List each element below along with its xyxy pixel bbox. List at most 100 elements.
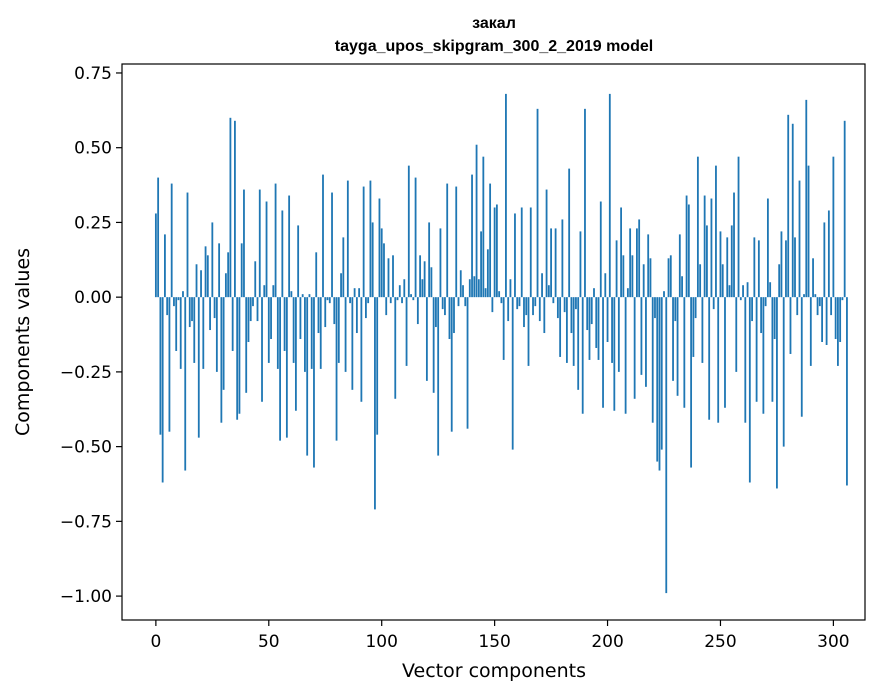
bar (638, 219, 641, 298)
bar (830, 297, 833, 316)
bar (706, 225, 708, 298)
bar (565, 297, 568, 363)
bar (744, 297, 747, 423)
bar (832, 156, 835, 298)
bar (290, 291, 293, 298)
bar (383, 243, 385, 298)
bar (733, 192, 735, 298)
bar (297, 225, 300, 298)
bar (579, 231, 582, 298)
y-tick-label: −1.00 (60, 587, 112, 607)
x-tick-label: 50 (258, 632, 280, 652)
bar (475, 144, 478, 298)
bar (712, 297, 715, 310)
y-tick-label: 0.25 (74, 213, 112, 233)
bar (276, 297, 279, 369)
bar (755, 297, 758, 402)
bar (385, 297, 388, 316)
bar (730, 225, 733, 298)
bar (331, 192, 333, 298)
bar (771, 297, 774, 402)
bar (516, 297, 519, 310)
bar (468, 279, 471, 298)
bar (599, 201, 602, 298)
x-axis-label: Vector components (402, 660, 586, 682)
bar (394, 297, 397, 399)
bar (274, 183, 277, 298)
bar (541, 273, 543, 298)
bar (322, 174, 324, 298)
bar (380, 228, 383, 298)
bar (416, 297, 419, 325)
bar (186, 192, 189, 298)
bar (376, 297, 379, 435)
bar (254, 261, 257, 298)
bar (545, 189, 548, 298)
bar (204, 246, 207, 298)
bar (803, 294, 805, 298)
bar (238, 297, 241, 414)
y-tick-label: −0.75 (60, 512, 112, 532)
bar (818, 297, 821, 307)
bar (841, 297, 844, 301)
bar (473, 276, 476, 298)
bar (315, 252, 318, 298)
bar (166, 297, 169, 316)
bar (258, 189, 261, 298)
bar (787, 114, 790, 298)
bar (636, 228, 638, 298)
bar (471, 174, 473, 298)
bar (477, 279, 480, 298)
bar (389, 297, 392, 304)
bar (175, 297, 178, 351)
bar (593, 288, 595, 298)
bar (577, 297, 580, 390)
bar (486, 249, 489, 298)
bar (179, 297, 182, 369)
bar (419, 255, 422, 298)
bar (437, 297, 440, 456)
bar (816, 297, 819, 316)
bar (742, 285, 744, 298)
bar (507, 297, 510, 322)
bar (288, 195, 291, 298)
bar (764, 297, 767, 307)
bar (631, 255, 634, 298)
bar (306, 297, 309, 456)
bar (839, 297, 842, 342)
bar (498, 291, 501, 298)
plot-frame (121, 63, 866, 621)
bar (240, 243, 243, 298)
bar (493, 207, 496, 298)
bar (365, 297, 367, 319)
bar (324, 297, 327, 328)
bar (717, 297, 720, 423)
bar (789, 297, 792, 354)
bar (252, 297, 254, 307)
bar (261, 297, 263, 402)
bar (776, 297, 778, 489)
bar (387, 258, 390, 298)
bar (538, 297, 541, 322)
bar (726, 237, 729, 298)
bar (629, 228, 632, 298)
bar (597, 297, 600, 360)
bar (563, 297, 566, 313)
bar (757, 240, 760, 298)
bar (649, 258, 652, 298)
bar (358, 288, 361, 298)
bar (543, 297, 546, 334)
bar (626, 288, 629, 298)
bar (782, 297, 785, 447)
bar (559, 297, 562, 357)
bar (773, 297, 776, 340)
bar (651, 297, 654, 423)
bar (595, 297, 598, 348)
bar (294, 297, 297, 411)
bar (590, 297, 593, 325)
bar (672, 297, 674, 381)
bar (690, 297, 693, 468)
bar (428, 222, 431, 298)
bar (304, 297, 306, 372)
bar (353, 288, 356, 298)
